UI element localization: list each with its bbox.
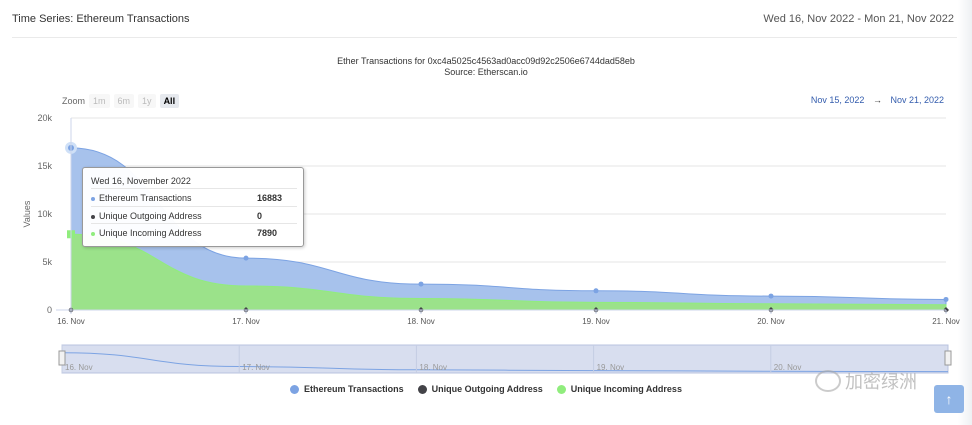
watermark: 加密绿洲 — [815, 368, 917, 394]
series-dot-icon — [91, 231, 95, 236]
chart-title: Ether Transactions for 0xc4a5025c4563ad0… — [337, 56, 635, 66]
point-ethereum-transactions — [768, 293, 774, 299]
legend-label: Ethereum Transactions — [304, 384, 404, 394]
tooltip-value: 7890 — [257, 228, 278, 238]
tooltip-label: Unique Outgoing Address — [99, 211, 202, 221]
tooltip-row: Unique Incoming Address 7890 — [91, 223, 297, 241]
chart-subtitle: Source: Etherscan.io — [444, 67, 528, 77]
watermark-text: 加密绿洲 — [845, 372, 917, 392]
navigator-handle — [944, 350, 952, 366]
point-ethereum-transactions — [418, 281, 424, 287]
navigator-label: 20. Nov — [774, 363, 802, 372]
navigator-band — [61, 344, 949, 374]
legend-dot-icon — [290, 384, 300, 394]
navigator-label: 17. Nov — [242, 363, 270, 372]
point-ethereum-transactions — [243, 255, 249, 261]
tooltip-value: 16883 — [257, 193, 283, 203]
zoom-label: Zoom — [62, 96, 86, 106]
arrow-up-icon: ↑ — [945, 391, 953, 407]
header-divider — [12, 37, 957, 38]
point-ethereum-transactions — [593, 288, 599, 294]
tooltip-label: Unique Incoming Address — [99, 228, 202, 238]
x-tick-label: 18. Nov — [407, 317, 435, 326]
zoom-1y-button[interactable]: 1y — [138, 94, 156, 108]
range-selector: Nov 15, 2022 → Nov 21, 2022 — [811, 95, 944, 105]
navigator-label: 19. Nov — [597, 363, 625, 372]
area-unique-incoming — [70, 233, 947, 311]
range-arrow: → — [872, 95, 882, 105]
x-tick-label: 17. Nov — [232, 317, 260, 326]
y-tick-label: 5k — [42, 257, 52, 267]
tooltip-header: Wed 16, November 2022 — [91, 176, 191, 186]
navigator-series — [61, 352, 949, 373]
tooltip-label: Ethereum Transactions — [99, 193, 192, 203]
legend-dot-icon — [417, 384, 427, 394]
x-tick-label: 16. Nov — [57, 317, 85, 326]
x-tick-label: 21. Nov — [932, 317, 960, 326]
scroll-top-button[interactable]: ↑ — [934, 385, 964, 413]
legend-item-eth-transactions[interactable]: Ethereum Transactions — [290, 384, 404, 394]
navigator-label: 16. Nov — [65, 363, 93, 372]
y-tick-label: 15k — [37, 161, 52, 171]
right-edge-shadow — [958, 0, 972, 425]
tooltip-row: Unique Outgoing Address 0 — [91, 206, 297, 224]
zoom-all-button[interactable]: All — [159, 94, 180, 108]
y-tick-label: 10k — [37, 209, 52, 219]
legend-item-outgoing[interactable]: Unique Outgoing Address — [417, 384, 543, 394]
legend-item-incoming[interactable]: Unique Incoming Address — [556, 384, 682, 394]
navigator-label: 18. Nov — [419, 363, 447, 372]
x-tick-label: 20. Nov — [757, 317, 785, 326]
y-tick-label: 0 — [47, 305, 52, 315]
zoom-selector: Zoom 1m 6m 1y All — [62, 94, 180, 108]
y-axis-label: Values — [22, 200, 32, 227]
y-tick-label: 20k — [37, 113, 52, 123]
panel-date-range: Wed 16, Nov 2022 - Mon 21, Nov 2022 — [763, 13, 954, 25]
legend-label: Unique Incoming Address — [570, 384, 682, 394]
series-dot-icon — [91, 214, 95, 219]
x-tick-label: 19. Nov — [582, 317, 610, 326]
tooltip: Wed 16, November 2022 Ethereum Transacti… — [82, 167, 304, 247]
zoom-6m-button[interactable]: 6m — [113, 94, 135, 108]
tooltip-row: Ethereum Transactions 16883 — [91, 188, 297, 206]
panel-title: Time Series: Ethereum Transactions — [12, 13, 190, 25]
range-to-input[interactable]: Nov 21, 2022 — [890, 95, 944, 105]
point-ethereum-transactions — [943, 296, 949, 302]
legend-dot-icon — [556, 384, 566, 394]
wechat-icon — [815, 370, 841, 392]
panel-header: Time Series: Ethereum Transactions Wed 1… — [0, 0, 972, 38]
series-dot-icon — [91, 196, 95, 201]
legend-label: Unique Outgoing Address — [431, 384, 543, 394]
zoom-1m-button[interactable]: 1m — [89, 94, 110, 108]
tooltip-value: 0 — [257, 211, 263, 221]
navigator-handle — [58, 350, 66, 366]
range-from-input[interactable]: Nov 15, 2022 — [810, 95, 865, 105]
legend: Ethereum Transactions Unique Outgoing Ad… — [0, 384, 972, 394]
